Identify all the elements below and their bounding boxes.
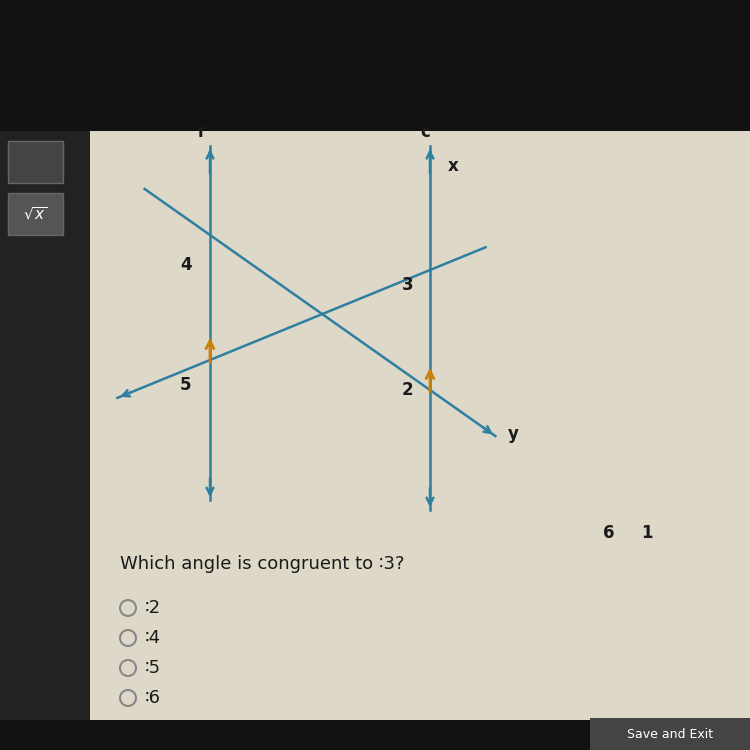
Bar (90, 131, 750, 720)
Text: r: r (198, 123, 206, 141)
Text: ∶5: ∶5 (145, 659, 161, 677)
Text: $\sqrt{x}$: $\sqrt{x}$ (22, 206, 47, 223)
Text: ∶6: ∶6 (145, 689, 161, 707)
Text: Save and Exit: Save and Exit (627, 728, 713, 742)
Text: 5: 5 (180, 376, 191, 394)
Bar (590, 718, 750, 750)
Text: ∶4: ∶4 (145, 629, 161, 647)
Bar (8, 194, 63, 236)
Text: 6: 6 (603, 524, 614, 542)
Text: 4: 4 (180, 256, 192, 274)
Text: x: x (448, 158, 459, 176)
Text: 2: 2 (402, 381, 414, 399)
Text: 3: 3 (402, 276, 414, 294)
Text: c: c (420, 123, 430, 141)
Bar (8, 141, 63, 183)
Text: ∶2: ∶2 (145, 599, 161, 617)
Text: 1: 1 (641, 524, 652, 542)
Bar (0, 131, 90, 720)
Text: y: y (508, 425, 518, 443)
Text: Which angle is congruent to ∶3?: Which angle is congruent to ∶3? (120, 555, 404, 573)
